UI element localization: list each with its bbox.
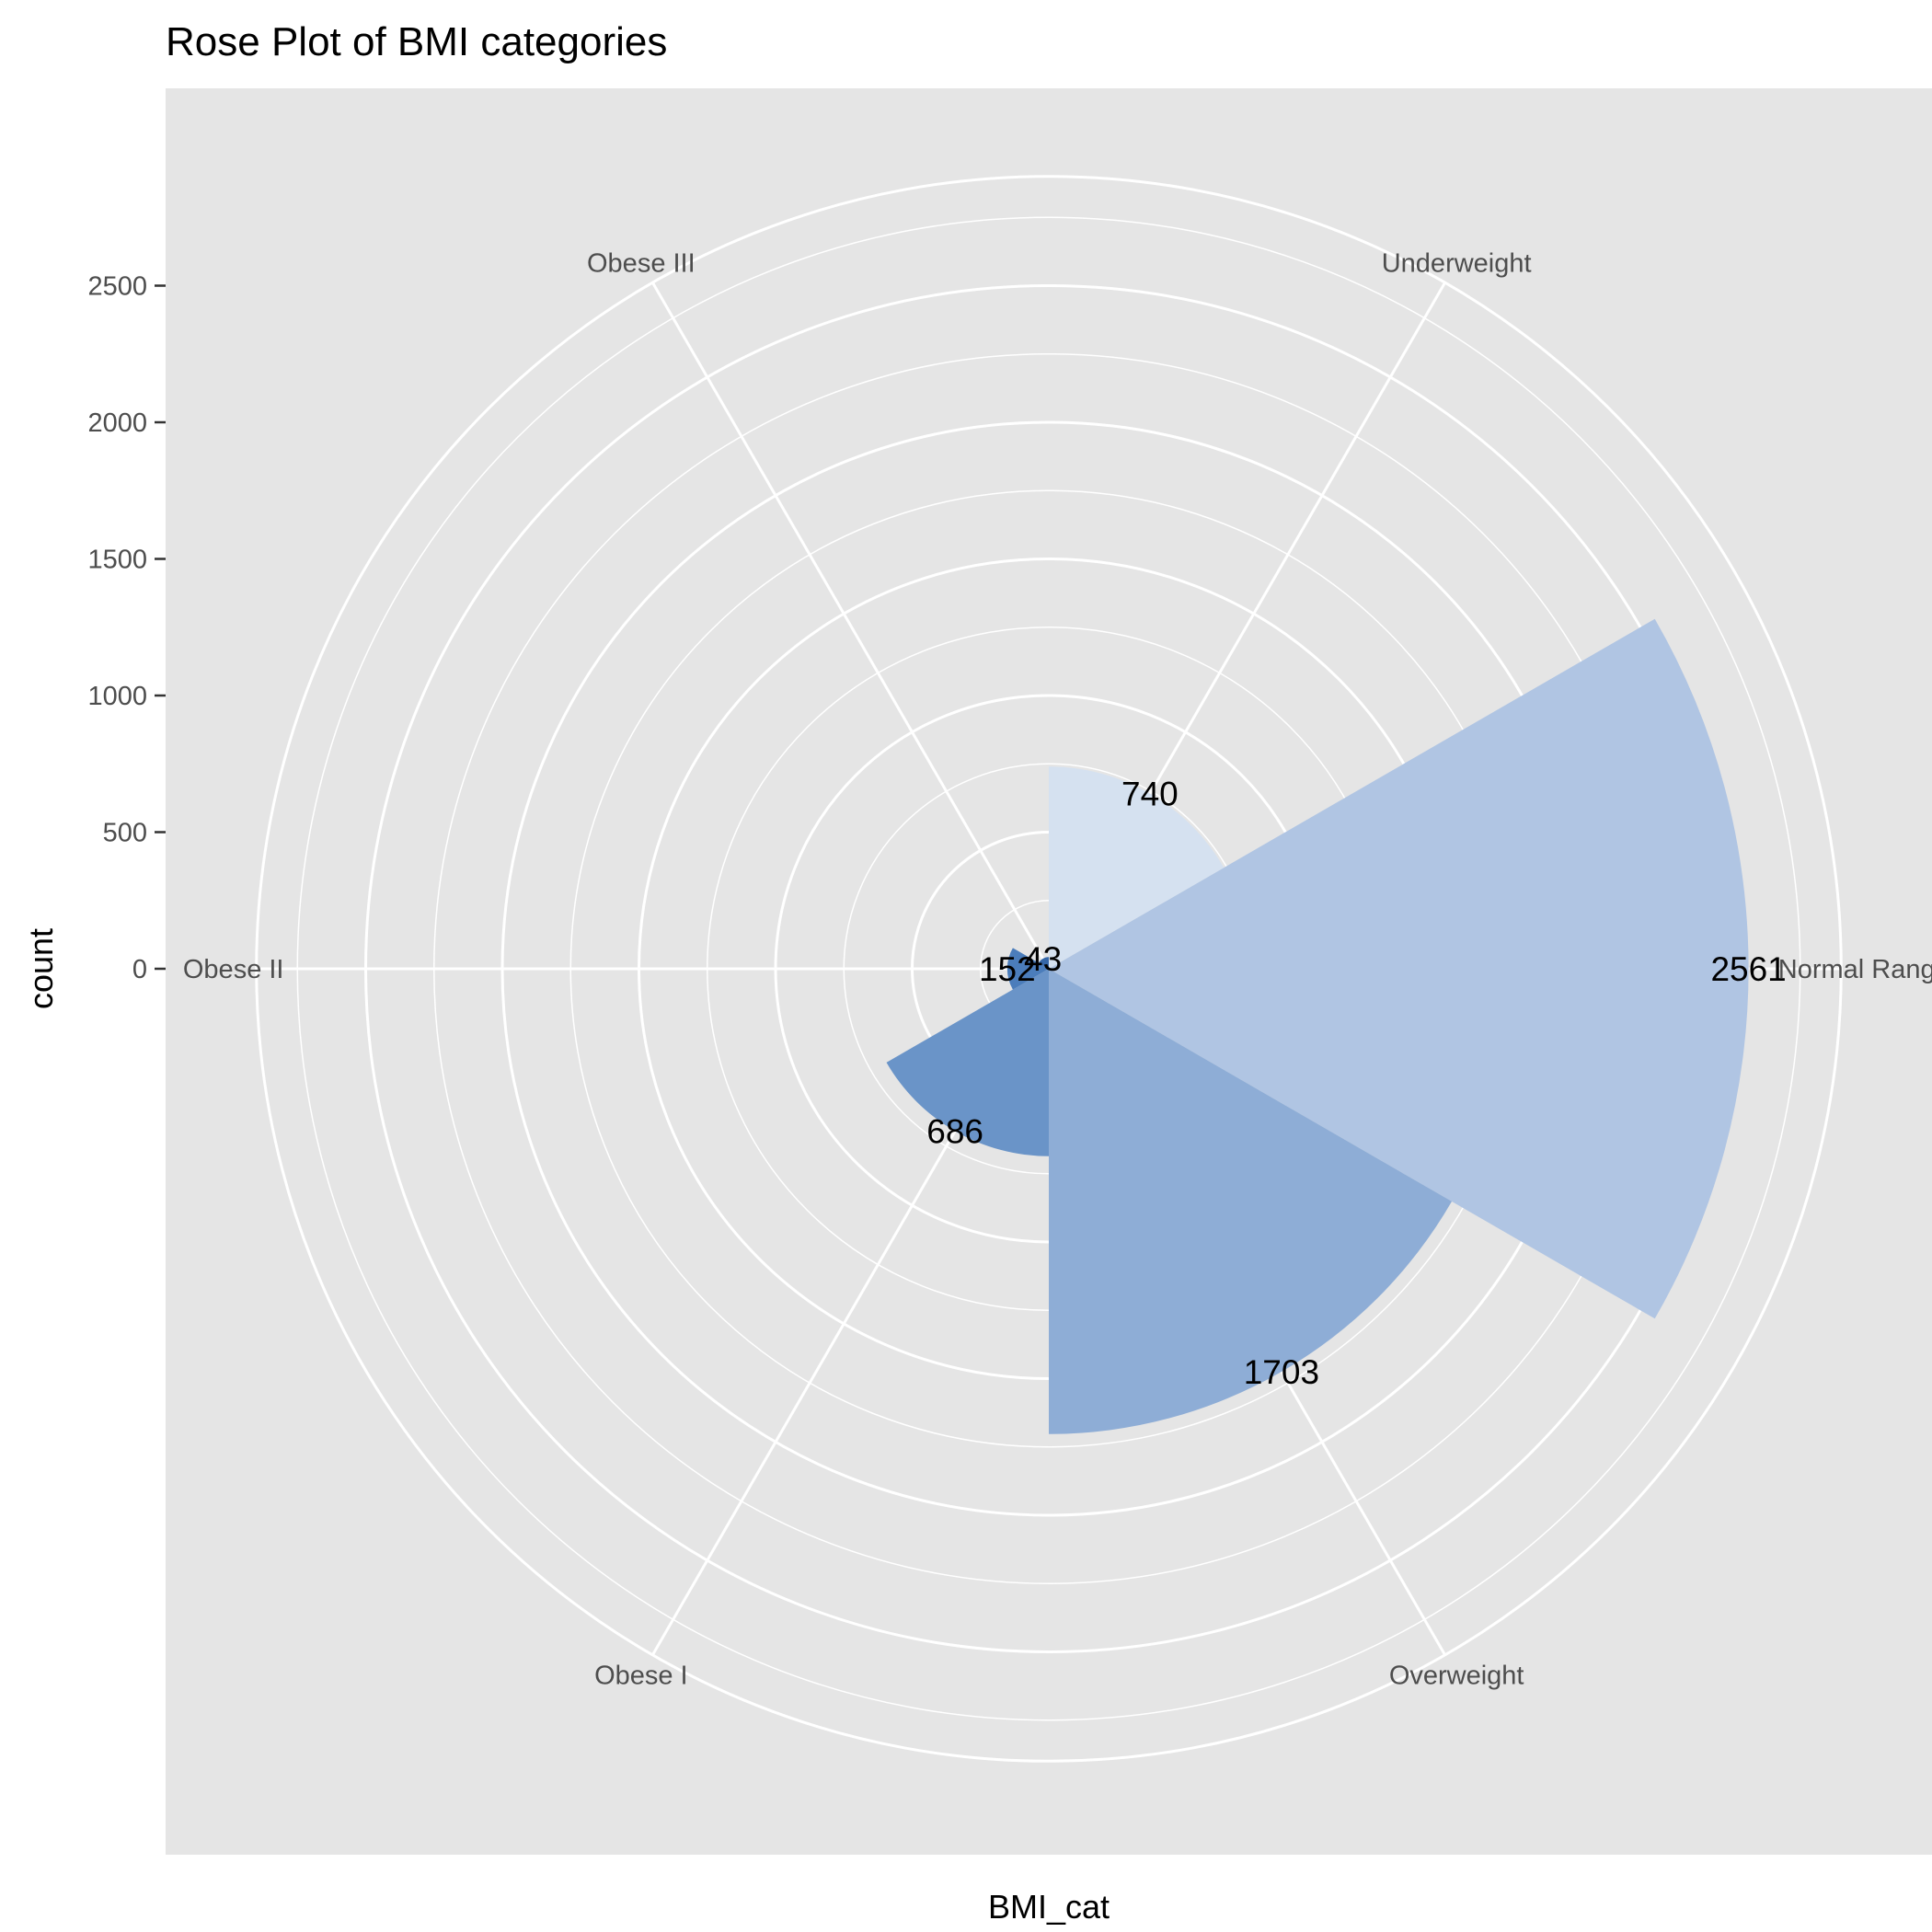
- value-label-obese-i: 686: [926, 1112, 983, 1150]
- value-label-normal-range: 2561: [1710, 950, 1786, 988]
- y-tick-label: 1000: [87, 682, 147, 711]
- category-label-overweight: Overweight: [1389, 1662, 1524, 1691]
- category-label-normal-range: Normal Range: [1778, 955, 1932, 984]
- category-label-underweight: Underweight: [1382, 248, 1532, 278]
- value-label-obese-ii: 152: [979, 950, 1036, 988]
- y-tick-label: 2500: [87, 272, 147, 302]
- wedge-underweight: [1049, 766, 1225, 969]
- y-tick-label: 500: [103, 819, 147, 848]
- y-axis-title: count: [22, 928, 60, 1009]
- wedge-obese-i: [886, 969, 1049, 1156]
- x-axis-title: BMI_cat: [988, 1888, 1110, 1926]
- category-label-obese-ii: Obese II: [183, 955, 284, 984]
- value-label-obese-iii: 43: [1024, 940, 1062, 978]
- value-label-underweight: 740: [1121, 776, 1179, 813]
- y-tick-label: 1500: [87, 546, 147, 575]
- value-label-overweight: 1703: [1244, 1353, 1319, 1391]
- wedge-overweight: [1049, 969, 1453, 1434]
- wedge-obese-ii: [1006, 948, 1049, 990]
- y-tick-label: 0: [132, 955, 147, 984]
- category-labels: Normal Range Overweight Obese I Obese II Obe…: [183, 248, 1932, 1690]
- y-tick-label: 2000: [87, 408, 147, 438]
- category-label-obese-iii: Obese III: [587, 248, 696, 278]
- bars-layer: [886, 618, 1749, 1434]
- chart-title: Rose Plot of BMI categories: [166, 19, 667, 64]
- wedge-normal-range: [1049, 618, 1749, 1319]
- wedge-obese-iii: [1038, 957, 1049, 969]
- category-label-obese-i: Obese I: [594, 1662, 688, 1691]
- grid-spoke: [651, 282, 1051, 970]
- y-axis-ticks: 0 500 1000 1500 2000 2500: [87, 272, 166, 984]
